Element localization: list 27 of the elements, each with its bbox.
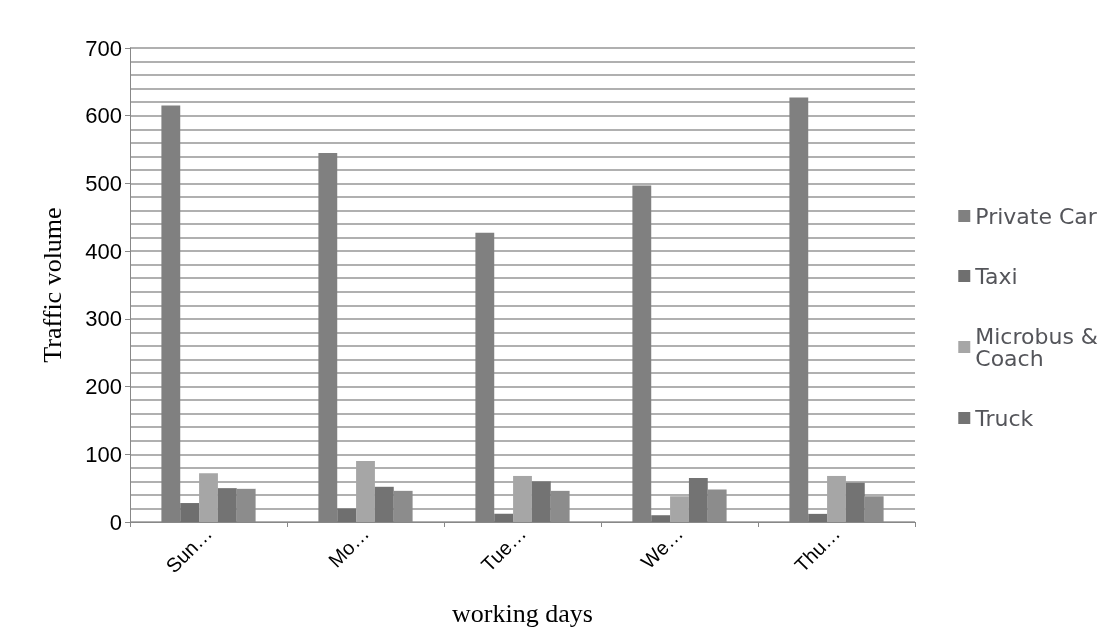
x-tick-label: We…	[636, 522, 688, 573]
bar	[494, 513, 514, 522]
bar	[688, 477, 708, 522]
y-axis-title: Traffic volume	[37, 207, 67, 363]
x-tick-label: Mo…	[323, 522, 374, 572]
bar	[531, 481, 551, 522]
x-tick-label: Tue…	[476, 522, 531, 576]
legend-label: Taxi	[974, 263, 1018, 289]
y-tick-label: 200	[85, 374, 122, 400]
bar	[217, 488, 237, 522]
bar	[374, 486, 394, 522]
bar	[808, 513, 828, 522]
y-tick-label: 600	[85, 103, 122, 129]
bar	[651, 515, 671, 522]
legend-label: Truck	[974, 405, 1034, 431]
bar	[337, 508, 357, 522]
y-tick-label: 0	[109, 509, 122, 535]
legend-label: Microbus & Coach	[975, 323, 1106, 371]
bar	[845, 482, 865, 522]
y-tick-label: 500	[85, 170, 122, 196]
y-tick-label: 100	[85, 441, 122, 467]
y-tick-label: 300	[85, 306, 122, 332]
y-tick-label: 700	[85, 35, 122, 61]
x-axis-title: working days	[452, 598, 593, 628]
legend-label: Private Car	[975, 203, 1098, 229]
y-tick-label: 400	[85, 238, 122, 264]
bar	[180, 503, 200, 522]
